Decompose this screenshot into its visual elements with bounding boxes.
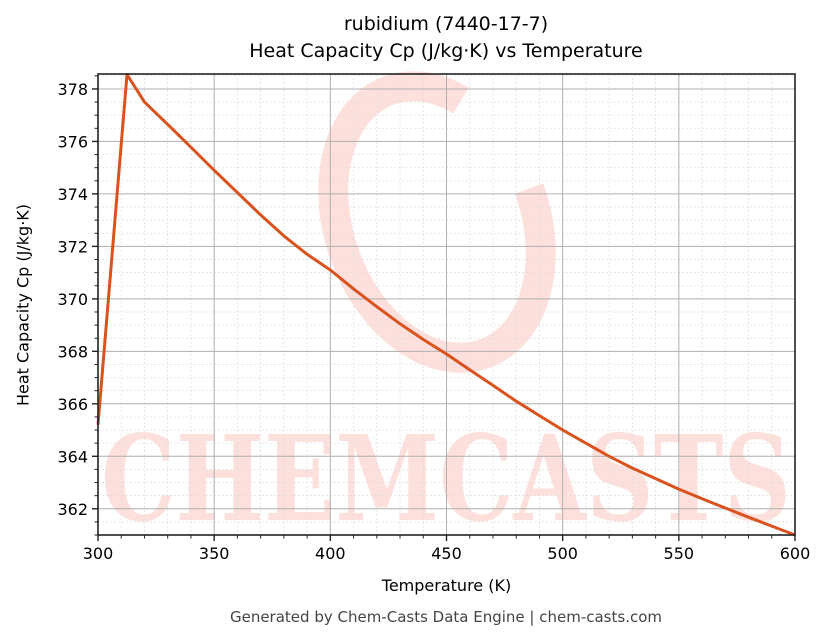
axis-tick-labels: 300 350 400 450 500 550 600 362 364 366 368 370 372 3… <box>57 80 810 563</box>
svg-text:372: 372 <box>57 237 88 256</box>
svg-text:368: 368 <box>57 342 88 361</box>
svg-text:366: 366 <box>57 395 88 414</box>
svg-text:376: 376 <box>57 132 88 151</box>
y-axis-label: Heat Capacity Cp (J/kg·K) <box>13 203 33 407</box>
svg-text:550: 550 <box>664 544 695 563</box>
chart-title-line2: Heat Capacity Cp (J/kg·K) vs Temperature <box>249 40 643 62</box>
svg-text:450: 450 <box>431 544 462 563</box>
svg-text:364: 364 <box>57 447 88 466</box>
svg-text:362: 362 <box>57 500 88 519</box>
svg-text:500: 500 <box>547 544 578 563</box>
svg-text:300: 300 <box>83 544 114 563</box>
x-axis-label: Temperature (K) <box>381 576 512 595</box>
svg-text:400: 400 <box>315 544 346 563</box>
heat-capacity-line <box>96 73 796 537</box>
axis-ticks <box>92 75 796 541</box>
chart-title-line1: rubidium (7440-17-7) <box>343 13 549 35</box>
svg-text:370: 370 <box>57 290 88 309</box>
svg-text:374: 374 <box>57 185 88 204</box>
svg-text:378: 378 <box>57 80 88 99</box>
svg-text:350: 350 <box>199 544 230 563</box>
footer-credit: Generated by Chem-Casts Data Engine | ch… <box>229 608 663 626</box>
svg-text:600: 600 <box>780 544 811 563</box>
